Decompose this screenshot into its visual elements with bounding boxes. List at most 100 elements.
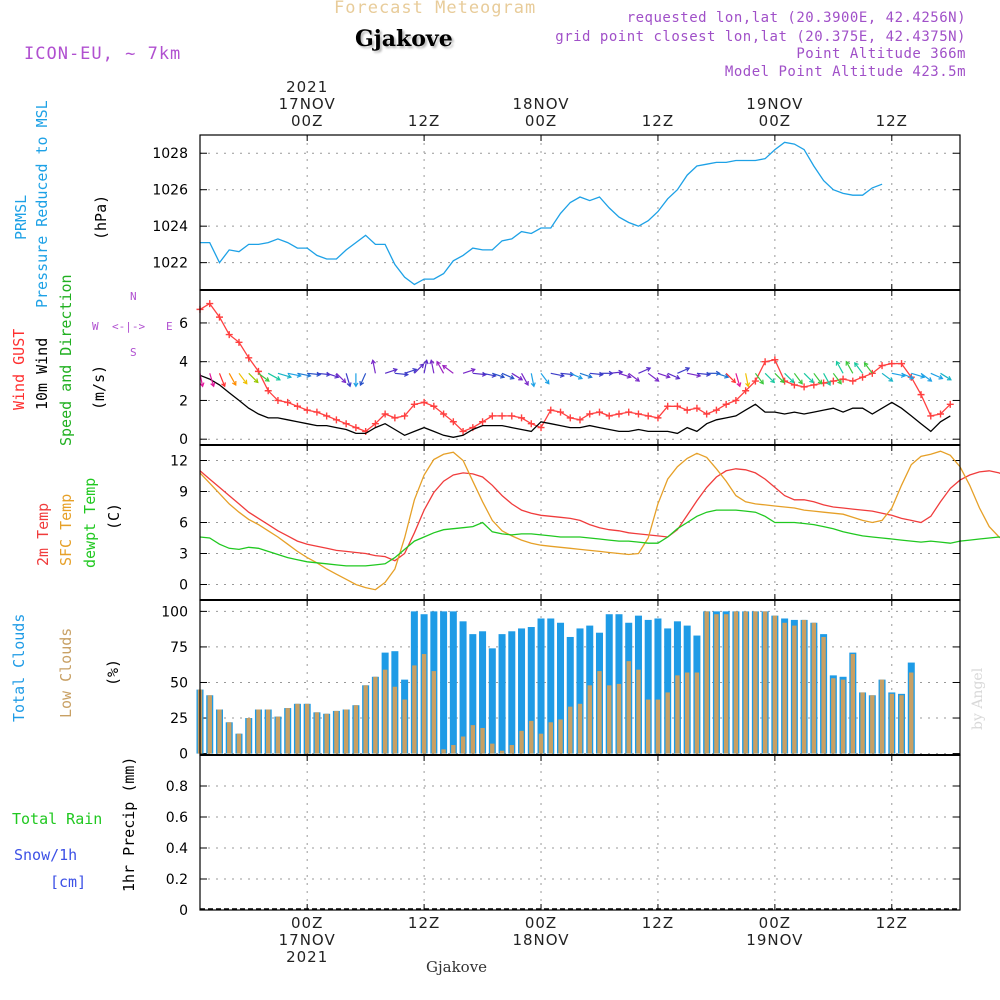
time-axis-label: 12Z	[641, 914, 675, 932]
wind-arrow-head	[809, 378, 815, 384]
wind-arrow	[540, 372, 550, 385]
total-cloud-bar	[664, 628, 672, 754]
low-cloud-bar	[879, 679, 885, 754]
gust-marker	[868, 369, 876, 377]
low-cloud-bar	[460, 736, 466, 754]
low-cloud-bar	[421, 654, 427, 754]
grid-point-coords: grid point closest lon,lat (20.375E, 42.…	[555, 29, 966, 45]
total-cloud-bar	[498, 634, 506, 754]
time-axis-label: 19NOV	[746, 931, 804, 949]
low-cloud-bar	[694, 672, 700, 754]
gust-marker	[917, 391, 925, 399]
gust-marker	[927, 412, 935, 420]
low-cloud-bar	[324, 713, 329, 754]
gust-marker	[401, 412, 409, 420]
wind-arrow	[803, 372, 814, 383]
low-cloud-bar	[499, 750, 505, 754]
low-cloud-bar	[304, 703, 310, 754]
low-cloud-bar	[831, 678, 836, 754]
wind-arrow-head	[423, 359, 429, 365]
footer-location: Gjakove	[426, 958, 488, 976]
low-cloud-bar	[675, 675, 680, 754]
wind-arrow-head	[199, 382, 205, 388]
clouds-ytick-label: 75	[170, 640, 188, 656]
time-axis-label: 2021	[286, 78, 329, 96]
wind-arrow	[384, 368, 398, 374]
wind-arrow-head	[845, 360, 851, 366]
wind-arrow	[521, 373, 529, 386]
temperature-ytick-label: 3	[179, 547, 188, 563]
time-axis-label: 00Z	[758, 914, 792, 932]
low-cloud-bar	[470, 725, 476, 754]
gust-marker	[937, 410, 945, 418]
wind-arrow	[326, 372, 339, 378]
time-axis-label: 2021	[286, 948, 329, 966]
time-axis-label: 12Z	[407, 914, 441, 932]
compass-south: S	[130, 346, 137, 359]
gust-marker	[557, 408, 565, 416]
wind-arrow-head	[231, 380, 237, 387]
wind-arrow	[413, 363, 424, 374]
low-cloud-bar	[597, 671, 602, 754]
wind-arrow-head	[334, 373, 340, 379]
wind-arrow	[793, 372, 803, 385]
gust-marker	[459, 427, 467, 435]
wind-arrow	[345, 373, 351, 387]
series-dewpt-temp	[199, 509, 1000, 567]
wind-arrow	[287, 372, 301, 377]
total-rain-label: Total Rain	[12, 810, 103, 828]
low-cloud-bar	[373, 676, 378, 754]
low-cloud-bar	[792, 625, 797, 754]
wind-ytick-label: 4	[179, 355, 188, 371]
gust-marker	[293, 402, 301, 410]
total-cloud-bar	[566, 636, 574, 754]
low-cloud-bar	[509, 745, 514, 754]
wind-arrow	[911, 372, 925, 378]
wind-arrow	[248, 372, 259, 383]
wind-compass-icon: N S W E <-|->	[86, 290, 186, 360]
gust-marker	[605, 412, 613, 420]
gust-marker	[488, 412, 496, 420]
wind-arrow-head	[412, 367, 418, 373]
total-cloud-bar	[547, 618, 555, 754]
wind-arrow	[823, 373, 831, 386]
wind-arrow	[436, 361, 445, 374]
wind-arrow-head	[518, 375, 524, 381]
wind-arrow	[716, 372, 729, 378]
gust-marker	[264, 387, 272, 395]
time-axis-label: 00Z	[758, 112, 792, 130]
total-cloud-bar	[644, 619, 652, 754]
wind-arrow	[638, 367, 651, 374]
low-cloud-bar	[743, 611, 748, 754]
low-cloud-bar	[899, 695, 904, 754]
gust-marker	[245, 354, 253, 362]
wind-arrow-head	[275, 376, 281, 381]
wind-arrow	[258, 372, 270, 382]
low-cloud-bar	[490, 743, 495, 754]
low-cloud-bar	[684, 672, 690, 754]
precip-ytick-label: 0	[179, 903, 188, 919]
wind-arrow-head	[835, 360, 841, 366]
clouds-ytick-label: 50	[170, 675, 188, 691]
gust-marker	[332, 416, 340, 424]
low-cloud-bar	[704, 611, 709, 754]
temperature-ytick-label: 12	[170, 454, 188, 470]
wind-arrow-head	[817, 379, 823, 385]
low-cloud-bar	[353, 705, 359, 754]
precip-ytick-label: 0.2	[166, 872, 188, 888]
wind-arrow-head	[635, 377, 641, 382]
low-cloud-bar	[431, 671, 437, 754]
low-cloud-bar	[636, 669, 641, 754]
wind-arrow	[359, 373, 367, 386]
low-cloud-bar	[207, 695, 212, 754]
time-axis-label: 18NOV	[512, 95, 570, 113]
wind-arrow-head	[946, 375, 952, 381]
gust-marker	[829, 377, 837, 385]
wind-arrow	[570, 372, 583, 380]
wind-arrow-head	[306, 372, 312, 378]
wind-arrow	[316, 372, 330, 376]
snow-label: Snow/1h	[14, 846, 78, 864]
gust-marker	[449, 418, 457, 426]
wind-arrow-head	[654, 377, 660, 382]
gust-marker	[742, 387, 750, 395]
